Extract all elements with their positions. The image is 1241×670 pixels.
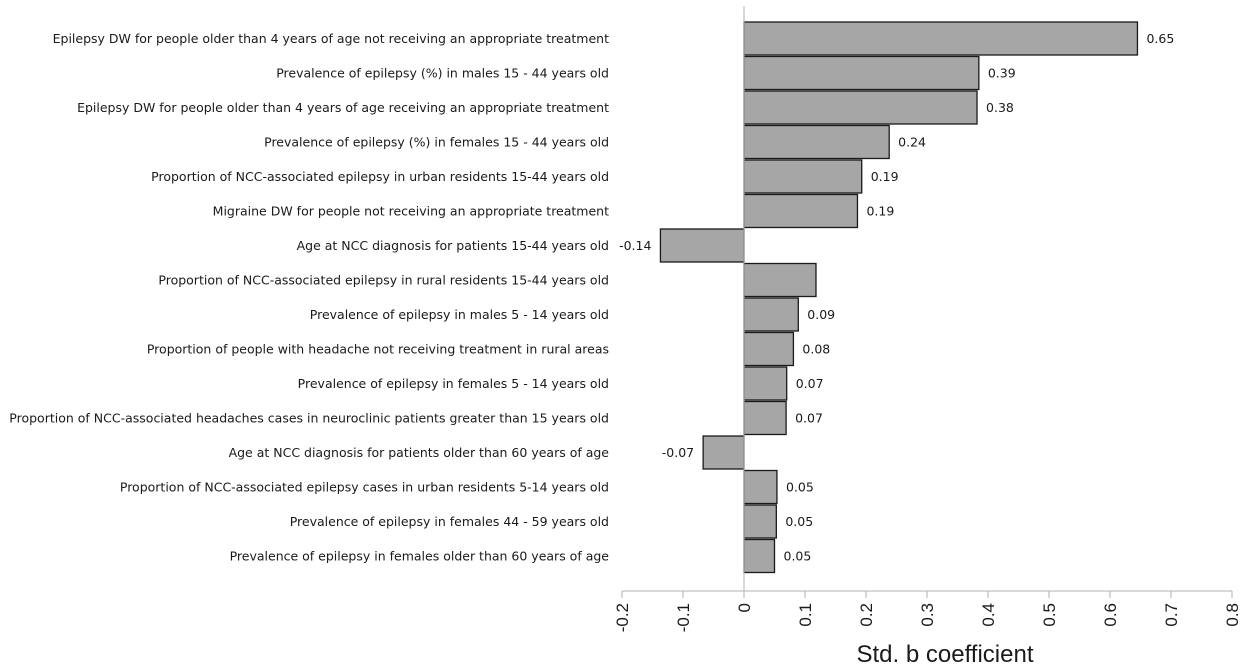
bar-10 [743,331,795,367]
bar-15 [743,504,777,539]
x-tick-label-11: 0.8 [1223,603,1241,627]
bar-3 [743,90,978,125]
data-label-5: 0.19 [871,169,899,184]
data-labels: 0.65 0.39 0.38 0.24 0.19 0.19 -0.14 0.09 0.08 0.0… [619,31,1174,564]
category-label-14: Proportion of NCC-associated epilepsy ca… [120,480,609,495]
x-tick-label-7: 0.4 [979,603,998,627]
bar-6 [743,193,859,229]
bar-5 [743,159,863,194]
category-label-7: Age at NCC diagnosis for patients 15-44 … [297,238,609,253]
bar-11 [743,366,788,401]
category-label-15: Prevalence of epilepsy in females 44 - 5… [290,514,609,529]
category-label-5: Proportion of NCC-associated epilepsy in… [151,169,609,184]
x-tick-label-6: 0.3 [918,603,937,627]
bar-7 [659,228,745,263]
category-label-3: Epilepsy DW for people older than 4 year… [77,100,609,115]
data-label-14: 0.05 [786,480,814,495]
category-label-12: Proportion of NCC-associated headaches c… [9,411,609,426]
category-label-4: Prevalence of epilepsy (%) in females 15… [264,135,609,150]
bar-9 [743,297,799,332]
data-label-15: 0.05 [785,514,813,529]
category-label-13: Age at NCC diagnosis for patients older … [229,445,610,460]
data-label-1: 0.65 [1146,31,1174,46]
data-label-16: 0.05 [784,549,812,564]
data-label-2: 0.39 [988,66,1016,81]
data-label-4: 0.24 [898,135,926,150]
category-label-1: Epilepsy DW for people older than 4 year… [53,31,609,46]
bar-1 [743,21,1139,56]
bar-16 [743,538,776,574]
category-labels: Epilepsy DW for people older than 4 year… [9,31,609,564]
bar-13 [702,435,745,470]
bar-2 [743,55,980,91]
category-label-6: Migraine DW for people not receiving an … [213,204,609,219]
bar-8 [743,262,817,298]
data-label-11: 0.07 [796,376,824,391]
x-tick-label-5: 0.2 [857,603,876,627]
x-tick-label-8: 0.5 [1040,603,1059,627]
x-axis-ticks: -0.2 -0.1 0 0.1 0.2 0.3 0.4 0.5 0.6 0.7 0.8 [613,591,1241,632]
x-tick-label-9: 0.6 [1101,603,1120,627]
bar-4 [743,124,890,160]
category-label-9: Prevalence of epilepsy in males 5 - 14 y… [310,307,609,322]
category-label-16: Prevalence of epilepsy in females older … [230,549,610,564]
bar-12 [743,400,787,436]
x-tick-label-4: 0.1 [796,603,815,627]
category-label-2: Prevalence of epilepsy (%) in males 15 -… [276,66,609,81]
data-label-3: 0.38 [986,100,1014,115]
data-label-7: -0.14 [619,238,651,253]
bar-14 [743,469,778,505]
category-label-8: Proportion of NCC-associated epilepsy in… [158,273,609,288]
x-tick-label-3: 0 [735,603,754,612]
x-tick-label-1: -0.2 [613,603,632,632]
x-axis-title: Std. b coefficient [857,641,1034,668]
data-label-10: 0.08 [802,342,830,357]
data-label-6: 0.19 [866,204,894,219]
category-label-11: Prevalence of epilepsy in females 5 - 14… [298,376,609,391]
data-label-9: 0.09 [807,307,835,322]
x-tick-label-2: -0.1 [674,603,693,632]
category-label-10: Proportion of people with headache not r… [147,342,609,357]
data-label-12: 0.07 [795,411,823,426]
data-label-13: -0.07 [662,445,694,460]
x-tick-label-10: 0.7 [1162,603,1181,627]
bars [659,21,1139,574]
